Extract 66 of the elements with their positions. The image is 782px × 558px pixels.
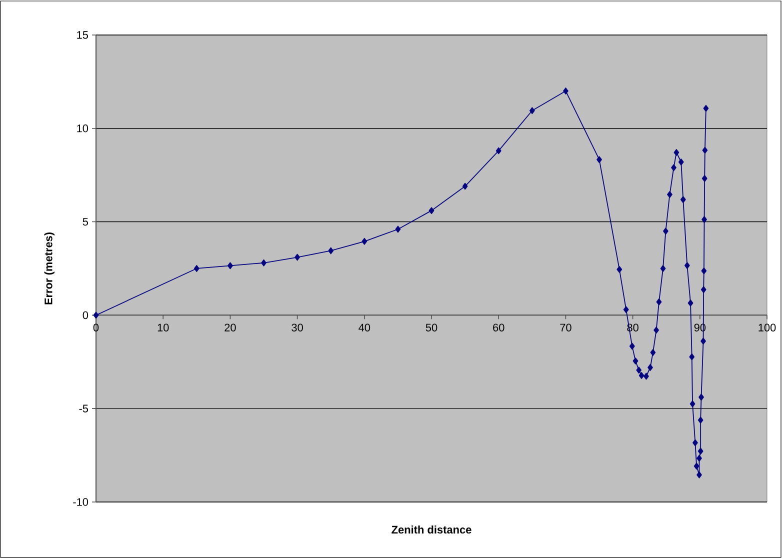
point — [636, 366, 642, 374]
point — [563, 88, 568, 94]
y-tick-label: 10 — [77, 124, 88, 132]
point — [632, 358, 638, 364]
point — [228, 262, 233, 270]
point — [660, 265, 666, 272]
point — [428, 207, 434, 214]
x-tick-label: 60 — [493, 324, 504, 332]
point — [623, 306, 629, 314]
point — [698, 416, 704, 424]
point — [701, 267, 707, 274]
x-tick-label: 50 — [426, 324, 438, 332]
point — [462, 182, 468, 190]
point — [698, 448, 704, 455]
y-tick-label: -10 — [73, 498, 88, 506]
x-tick-label: 100 — [758, 324, 776, 332]
x-axis-title: Zenith distance — [392, 526, 472, 534]
x-tick-label: 20 — [224, 324, 236, 332]
x-tick-label: 40 — [358, 324, 370, 332]
point — [680, 196, 686, 203]
point — [689, 353, 695, 360]
point — [650, 349, 656, 356]
x-tick-label: 30 — [292, 324, 303, 332]
point — [698, 394, 704, 401]
point — [496, 147, 502, 154]
x-tick-label: 10 — [158, 324, 169, 332]
point — [678, 158, 684, 166]
point — [671, 164, 676, 172]
point — [684, 262, 690, 269]
point — [702, 146, 708, 154]
point — [294, 254, 300, 261]
point — [690, 400, 696, 408]
point — [395, 226, 401, 233]
point — [694, 462, 700, 470]
point — [629, 342, 635, 350]
y-tick-label: 15 — [77, 31, 88, 39]
point — [362, 238, 368, 245]
point — [261, 259, 266, 266]
point — [700, 338, 706, 345]
point — [688, 300, 694, 306]
y-tick-label: 0 — [82, 311, 88, 320]
point — [656, 298, 662, 306]
point — [667, 191, 672, 198]
point — [696, 454, 702, 462]
point — [663, 228, 668, 235]
y-tick-label: -5 — [79, 404, 88, 412]
point — [596, 156, 602, 164]
y-tick-label: 5 — [82, 218, 88, 226]
point — [692, 439, 698, 446]
point — [654, 326, 659, 334]
x-tick-label: 70 — [560, 324, 572, 332]
point — [648, 364, 653, 371]
point — [696, 471, 702, 478]
y-axis-title: Error (metres) — [44, 232, 54, 304]
point — [194, 265, 200, 272]
point — [328, 247, 334, 254]
point — [702, 216, 707, 223]
point — [644, 372, 649, 380]
point — [529, 107, 535, 114]
point — [616, 266, 622, 273]
point — [700, 286, 706, 294]
point — [703, 104, 709, 112]
point — [638, 372, 644, 379]
point — [674, 149, 680, 156]
point — [702, 175, 708, 182]
point — [93, 312, 99, 319]
